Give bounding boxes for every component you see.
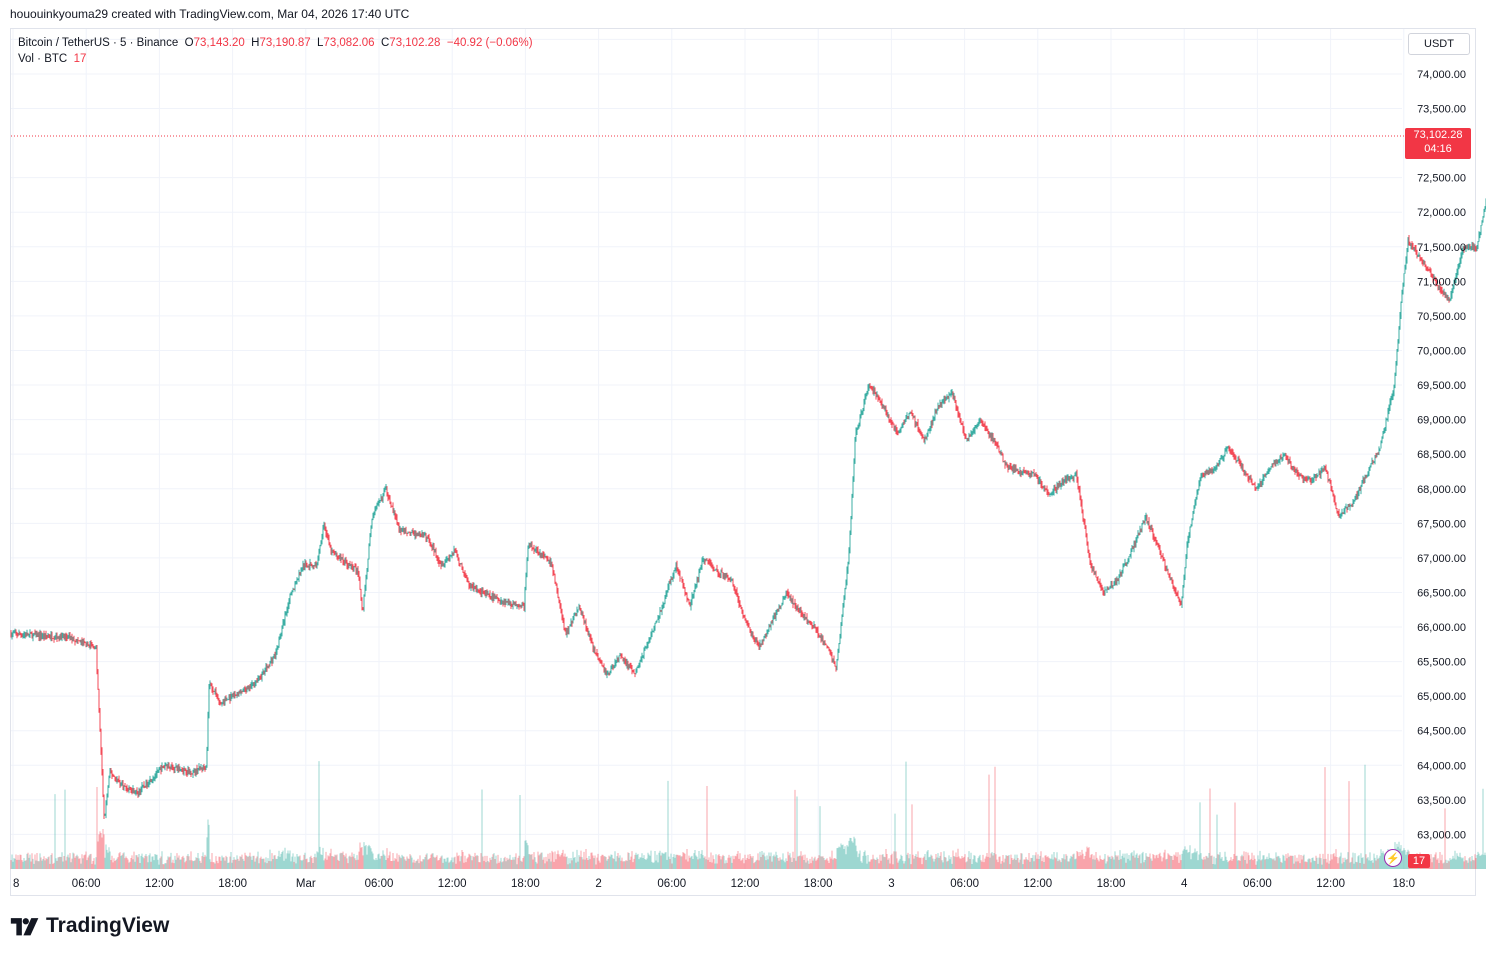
last-price-value: 73,102.28 <box>1413 129 1463 141</box>
y-tick-label: 70,500.00 <box>1417 311 1466 323</box>
y-tick-label: 63,500.00 <box>1417 795 1466 807</box>
y-tick-label: 70,000.00 <box>1417 345 1466 357</box>
high-label: H <box>251 37 260 49</box>
price-axis: 63,000.00 63,500.00 64,000.00 64,500.00 65,0… <box>1417 34 1466 841</box>
y-tick-label: 72,000.00 <box>1417 207 1466 219</box>
change-value: −40.92 (−0.06%) <box>446 37 533 49</box>
lightning-icon[interactable]: ⚡ <box>1384 849 1402 867</box>
x-tick-label: 12:00 <box>145 878 174 890</box>
x-tick-label: 06:00 <box>72 878 101 890</box>
y-tick-label: 64,000.00 <box>1417 760 1466 772</box>
open-label: O <box>184 37 194 49</box>
chart-grid <box>11 29 1405 869</box>
symbol-label[interactable]: Bitcoin / TetherUS · 5 · Binance <box>18 37 179 49</box>
close-value: 73,102.28 <box>389 37 441 49</box>
x-tick-label: 18:00 <box>804 878 833 890</box>
y-tick-label: 69,000.00 <box>1417 415 1466 427</box>
volume-legend-row: Vol · BTC 17 <box>18 51 533 67</box>
low-label: L <box>317 37 324 49</box>
y-tick-label: 65,500.00 <box>1417 657 1466 669</box>
low-value: 73,082.06 <box>323 37 375 49</box>
y-tick-label: 68,000.00 <box>1417 484 1466 496</box>
y-tick-label: 71,000.00 <box>1417 276 1466 288</box>
volume-value: 17 <box>73 53 87 65</box>
y-tick-label: 73,500.00 <box>1417 104 1466 116</box>
x-tick-label: 06:00 <box>1243 878 1272 890</box>
volume-last-tag: 17 <box>1408 854 1430 868</box>
volume-label[interactable]: Vol · BTC <box>18 53 68 65</box>
y-tick-label: 68,500.00 <box>1417 449 1466 461</box>
x-tick-label: 12:00 <box>1023 878 1052 890</box>
ohlc-row: Bitcoin / TetherUS · 5 · Binance O73,143… <box>18 35 533 51</box>
last-price-tag: 73,102.28 04:16 <box>1405 128 1471 159</box>
x-tick-label: Mar <box>296 878 316 890</box>
chart-legend: Bitcoin / TetherUS · 5 · Binance O73,143… <box>18 35 533 67</box>
price-candles <box>10 198 1486 820</box>
x-tick-label: 18:00 <box>511 878 540 890</box>
y-tick-label: 67,500.00 <box>1417 518 1466 530</box>
tradingview-brand: TradingView <box>10 914 169 938</box>
tradingview-logo-icon <box>10 918 39 936</box>
y-tick-label: 74,000.00 <box>1417 69 1466 81</box>
y-tick-label: 64,500.00 <box>1417 726 1466 738</box>
y-tick-label: 67,000.00 <box>1417 553 1466 565</box>
close-label: C <box>380 37 390 49</box>
high-value: 73,190.87 <box>259 37 311 49</box>
x-tick-label: 18:00 <box>218 878 247 890</box>
y-tick-label: 66,000.00 <box>1417 622 1466 634</box>
y-tick-label: 69,500.00 <box>1417 380 1466 392</box>
open-value: 73,143.20 <box>193 37 245 49</box>
x-tick-label: 4 <box>1181 878 1188 890</box>
y-tick-label: 65,000.00 <box>1417 691 1466 703</box>
volume-bars <box>10 761 1486 869</box>
time-axis: 8 06:00 12:00 18:00 Mar 06:00 12:00 18:00 2 06:00… <box>13 878 1415 890</box>
brand-name: TradingView <box>46 914 170 937</box>
x-tick-label: 3 <box>888 878 894 890</box>
x-tick-label: 2 <box>595 878 601 890</box>
y-tick-label: 72,500.00 <box>1417 173 1466 185</box>
x-tick-label: 18:0 <box>1393 878 1415 890</box>
currency-unit-button[interactable]: USDT <box>1408 33 1470 55</box>
x-tick-label: 8 <box>13 878 19 890</box>
x-tick-label: 18:00 <box>1097 878 1126 890</box>
x-tick-label: 12:00 <box>1316 878 1345 890</box>
x-tick-label: 12:00 <box>438 878 467 890</box>
bar-countdown: 04:16 <box>1424 143 1452 155</box>
chart-frame <box>10 28 1476 896</box>
y-tick-label: 66,500.00 <box>1417 587 1466 599</box>
chart-attribution: hououinkyouma29 created with TradingView… <box>10 7 410 21</box>
y-tick-label: 71,500.00 <box>1417 242 1466 254</box>
x-tick-label: 12:00 <box>731 878 760 890</box>
x-tick-label: 06:00 <box>657 878 686 890</box>
x-tick-label: 06:00 <box>950 878 979 890</box>
y-tick-label: 63,000.00 <box>1417 829 1466 841</box>
x-tick-label: 06:00 <box>365 878 394 890</box>
